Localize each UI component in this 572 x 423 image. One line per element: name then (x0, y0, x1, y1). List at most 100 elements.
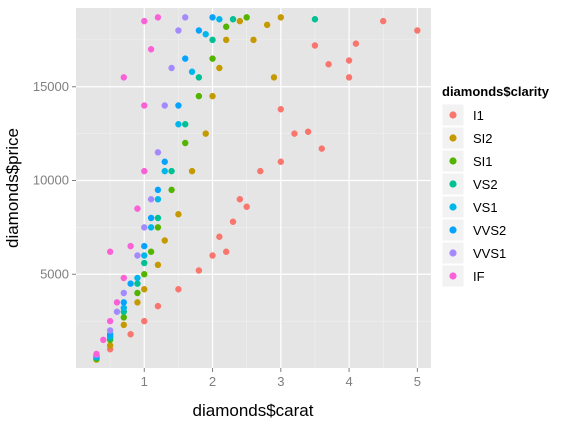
legend-swatch (449, 134, 457, 142)
data-point (106, 342, 114, 349)
data-point (141, 224, 148, 231)
data-point (147, 248, 155, 255)
legend-items: I1 SI2 SI1 VS2 VS1 VVS2 VVS1 IF (441, 103, 506, 288)
data-point (141, 317, 148, 325)
y-axis-ticks: 5000 10000 15000 (33, 79, 76, 281)
x-axis-ticks: 1 2 3 4 5 (141, 368, 421, 389)
data-point (141, 271, 148, 278)
data-point (195, 74, 203, 81)
data-point (236, 196, 244, 203)
data-point (216, 233, 223, 240)
data-point (195, 92, 203, 100)
data-point (120, 274, 127, 282)
data-point (318, 145, 325, 152)
legend-label: VS2 (473, 177, 498, 192)
data-point (154, 186, 162, 194)
data-point (229, 16, 237, 23)
x-tick-label: 4 (345, 374, 352, 389)
data-point (161, 102, 168, 109)
data-point (222, 23, 230, 30)
data-point (134, 289, 141, 297)
data-point (345, 57, 353, 64)
data-point (120, 321, 127, 329)
legend-swatch (449, 111, 457, 119)
data-point (414, 27, 421, 34)
data-point (202, 130, 209, 137)
data-point (141, 17, 148, 25)
data-point (209, 36, 216, 44)
gridlines (76, 8, 431, 368)
data-point (134, 252, 141, 259)
plot-panel (76, 8, 431, 368)
data-point (202, 31, 209, 38)
data-point (147, 214, 155, 222)
data-point (141, 286, 148, 293)
data-point (277, 106, 285, 113)
data-point (120, 74, 127, 81)
data-point (182, 55, 189, 62)
data-point (154, 196, 162, 203)
y-tick-label: 15000 (33, 79, 69, 94)
data-point (277, 158, 285, 165)
y-axis-title: diamonds$price (3, 128, 22, 248)
data-point (209, 92, 216, 100)
data-point (311, 16, 319, 23)
data-point (120, 314, 127, 321)
data-point (243, 203, 250, 210)
data-point (113, 299, 121, 306)
data-point (134, 280, 141, 287)
data-point (141, 259, 148, 267)
data-point (188, 68, 196, 75)
data-point (304, 128, 312, 135)
data-point (141, 167, 148, 175)
data-point (141, 102, 148, 109)
data-point (209, 252, 216, 259)
data-points (93, 14, 421, 363)
data-point (182, 139, 189, 147)
legend-label: SI2 (473, 131, 493, 146)
x-tick-label: 2 (209, 374, 216, 389)
data-point (154, 302, 162, 310)
data-point (147, 46, 155, 53)
data-point (325, 61, 332, 68)
data-point (127, 331, 134, 338)
data-point (270, 74, 278, 81)
legend-swatch (449, 157, 457, 165)
data-point (161, 158, 168, 165)
data-point (175, 211, 182, 218)
data-point (236, 17, 244, 25)
data-point (120, 299, 127, 306)
legend-label: IF (473, 269, 485, 284)
data-point (229, 218, 237, 225)
legend-swatch (449, 203, 457, 211)
legend-label: VVS2 (473, 223, 506, 238)
data-point (120, 289, 127, 297)
data-point (147, 196, 155, 203)
data-point (209, 55, 216, 62)
data-point (127, 280, 134, 287)
data-point (311, 42, 319, 49)
data-point (182, 121, 189, 128)
legend-label: I1 (473, 108, 484, 123)
x-tick-label: 1 (141, 374, 148, 389)
data-point (127, 242, 134, 250)
data-point (154, 224, 162, 231)
legend-label: VVS1 (473, 246, 506, 261)
data-point (257, 167, 264, 175)
data-point (141, 242, 148, 250)
data-point (161, 237, 168, 244)
data-point (277, 14, 285, 21)
data-point (195, 27, 203, 34)
data-point (216, 16, 223, 23)
data-point (134, 299, 141, 306)
data-point (134, 205, 141, 212)
data-point (168, 64, 175, 72)
data-point (209, 14, 216, 21)
data-point (250, 36, 257, 44)
y-tick-label: 10000 (33, 173, 69, 188)
data-point (120, 304, 127, 312)
data-point (243, 14, 250, 21)
data-point (175, 27, 182, 34)
data-point (188, 167, 196, 175)
